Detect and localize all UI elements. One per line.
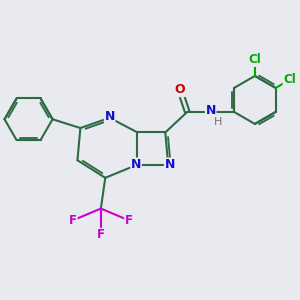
Text: Cl: Cl [248, 53, 261, 66]
Text: Cl: Cl [283, 74, 296, 86]
Text: F: F [69, 214, 77, 227]
Text: N: N [131, 158, 141, 171]
Text: H: H [214, 117, 222, 127]
Text: N: N [206, 104, 216, 117]
Text: F: F [97, 228, 105, 242]
Text: N: N [104, 110, 115, 123]
Text: O: O [175, 83, 185, 97]
Text: F: F [125, 214, 133, 227]
Text: N: N [164, 158, 175, 171]
